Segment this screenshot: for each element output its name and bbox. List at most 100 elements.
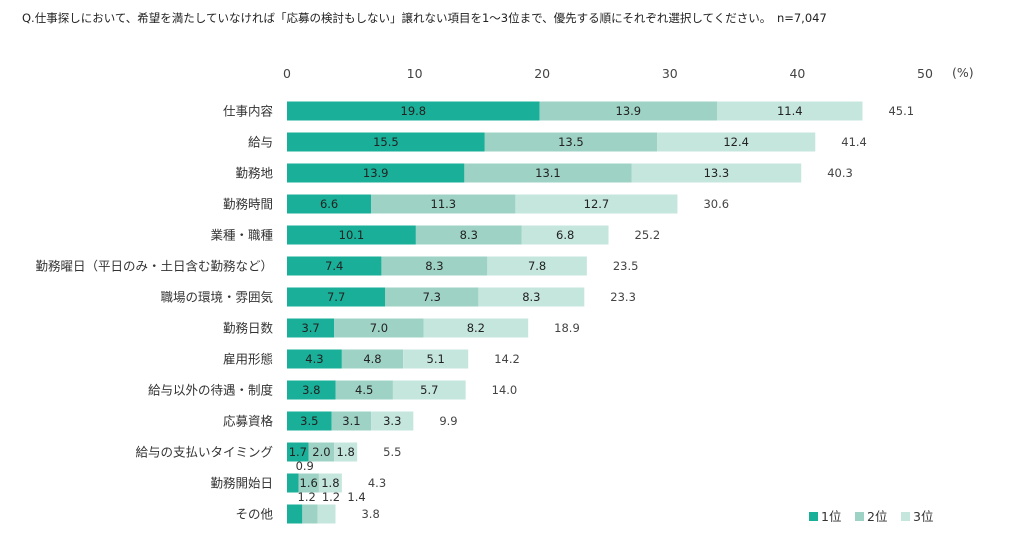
bar-row: 職場の環境・雰囲気 7.7 7.3 8.3 23.3 — [160, 287, 636, 307]
bar-total-label: 5.5 — [383, 445, 401, 459]
chart-title: Q.仕事探しにおいて、希望を満たしていなければ「応募の検討もしない」譲れない項目… — [22, 11, 827, 25]
bar-segment-label: 5.1 — [427, 352, 445, 366]
legend-item: 3位 — [901, 509, 933, 524]
bar-segment-label: 15.5 — [373, 135, 399, 149]
x-tick-label: 10 — [407, 66, 423, 81]
bar-total-label: 23.3 — [610, 290, 636, 304]
bar-segment-3 — [423, 318, 529, 338]
bar-total-label: 18.9 — [554, 321, 580, 335]
bar-segment-label: 1.2 — [298, 490, 316, 504]
bar-segment-label: 8.3 — [425, 259, 443, 273]
bar-row: 雇用形態 4.3 4.8 5.1 14.2 — [223, 349, 520, 369]
legend-swatch — [809, 512, 818, 521]
x-tick-label: 40 — [789, 66, 805, 81]
legend-label: 1位 — [821, 509, 841, 524]
bar-segment-label: 7.7 — [327, 290, 345, 304]
bar-segment-label: 13.9 — [616, 104, 642, 118]
bar-segment-label: 0.9 — [296, 459, 314, 473]
bar-segment-label: 1.8 — [337, 445, 355, 459]
category-label: 職場の環境・雰囲気 — [160, 290, 273, 305]
bar-total-label: 45.1 — [888, 104, 914, 118]
legend-label: 3位 — [913, 509, 933, 524]
bar-segment-label: 7.0 — [370, 321, 388, 335]
bar-segment-3 — [478, 287, 585, 307]
bar-segment-2 — [298, 473, 319, 493]
bar-total-label: 14.0 — [492, 383, 518, 397]
legend-swatch — [855, 512, 864, 521]
bar-row: その他 1.2 1.2 1.4 3.8 — [235, 490, 380, 524]
bar-segment-label: 13.3 — [704, 166, 730, 180]
bar-segment-1 — [287, 411, 332, 431]
x-tick-label: 50 — [917, 66, 933, 81]
bar-total-label: 23.5 — [613, 259, 639, 273]
category-label: 雇用形態 — [223, 352, 273, 367]
bar-segment-2 — [335, 380, 393, 400]
bar-segment-label: 8.3 — [460, 228, 478, 242]
bar-segment-label: 11.3 — [431, 197, 457, 211]
bar-segment-label: 3.5 — [300, 414, 318, 428]
bar-total-label: 4.3 — [368, 476, 386, 490]
bar-segment-1 — [287, 442, 309, 462]
bar-row: 給与以外の待遇・制度 3.8 4.5 5.7 14.0 — [148, 380, 518, 400]
bar-segment-3 — [521, 225, 609, 245]
bar-row: 仕事内容 19.8 13.9 11.4 45.1 — [223, 101, 914, 121]
bar-row: 勤務時間 6.6 11.3 12.7 30.6 — [223, 194, 729, 214]
bar-segment-1 — [287, 380, 336, 400]
legend-item: 1位 — [809, 509, 841, 524]
bar-segment-2 — [385, 287, 479, 307]
category-label: 給与以外の待遇・制度 — [148, 383, 274, 398]
bar-segment-label: 7.3 — [423, 290, 441, 304]
legend-swatch — [901, 512, 910, 521]
bar-segment-label: 8.3 — [522, 290, 540, 304]
bar-segment-3 — [487, 256, 587, 276]
bar-segment-1 — [287, 504, 303, 524]
bar-total-label: 25.2 — [635, 228, 661, 242]
bar-segment-label: 8.2 — [467, 321, 485, 335]
bar-row: 給与 15.5 13.5 12.4 41.4 — [248, 132, 867, 152]
bar-segment-2 — [302, 504, 318, 524]
bar-segment-3 — [403, 349, 469, 369]
category-label: 勤務開始日 — [210, 476, 273, 491]
bar-segment-2 — [539, 101, 718, 121]
category-label: 勤務時間 — [223, 197, 273, 212]
x-tick-label: 20 — [534, 66, 550, 81]
bar-segment-label: 7.8 — [528, 259, 546, 273]
bar-segment-label: 12.7 — [584, 197, 610, 211]
bar-segment-label: 10.1 — [339, 228, 365, 242]
x-tick-label: 0 — [283, 66, 291, 81]
bar-row: 業種・職種 10.1 8.3 6.8 25.2 — [210, 225, 661, 245]
category-label: 勤務地 — [235, 166, 273, 181]
bar-segment-label: 6.8 — [556, 228, 574, 242]
bar-segment-2 — [308, 442, 335, 462]
bar-segment-3 — [371, 411, 414, 431]
bar-segment-label: 4.5 — [355, 383, 373, 397]
bar-total-label: 9.9 — [439, 414, 457, 428]
bar-segment-label: 1.4 — [347, 490, 365, 504]
bar-segment-1 — [287, 287, 386, 307]
bar-total-label: 3.8 — [361, 507, 379, 521]
bar-segment-2 — [415, 225, 522, 245]
category-label: 仕事内容 — [223, 104, 273, 119]
bar-segment-3 — [657, 132, 816, 152]
bar-total-label: 14.2 — [494, 352, 520, 366]
bar-segment-1 — [287, 473, 299, 493]
legend-item: 2位 — [855, 509, 887, 524]
bar-segment-1 — [287, 194, 372, 214]
bar-segment-label: 5.7 — [420, 383, 438, 397]
bar-row: 勤務日数 3.7 7.0 8.2 18.9 — [223, 318, 580, 338]
category-label: 勤務日数 — [223, 321, 274, 336]
bar-segment-label: 3.1 — [342, 414, 360, 428]
bar-segment-label: 13.5 — [558, 135, 584, 149]
category-label: 業種・職種 — [210, 228, 273, 243]
bar-segment-label: 3.7 — [301, 321, 319, 335]
bar-segment-3 — [515, 194, 678, 214]
bar-row: 勤務曜日（平日のみ・土日含む勤務など） 7.4 8.3 7.8 23.5 — [35, 256, 639, 276]
bar-segment-label: 1.2 — [322, 490, 340, 504]
bar-segment-1 — [287, 256, 382, 276]
bar-segment-2 — [381, 256, 488, 276]
bar-segment-label: 11.4 — [777, 104, 803, 118]
bar-segment-2 — [484, 132, 658, 152]
bar-segment-label: 4.8 — [363, 352, 381, 366]
